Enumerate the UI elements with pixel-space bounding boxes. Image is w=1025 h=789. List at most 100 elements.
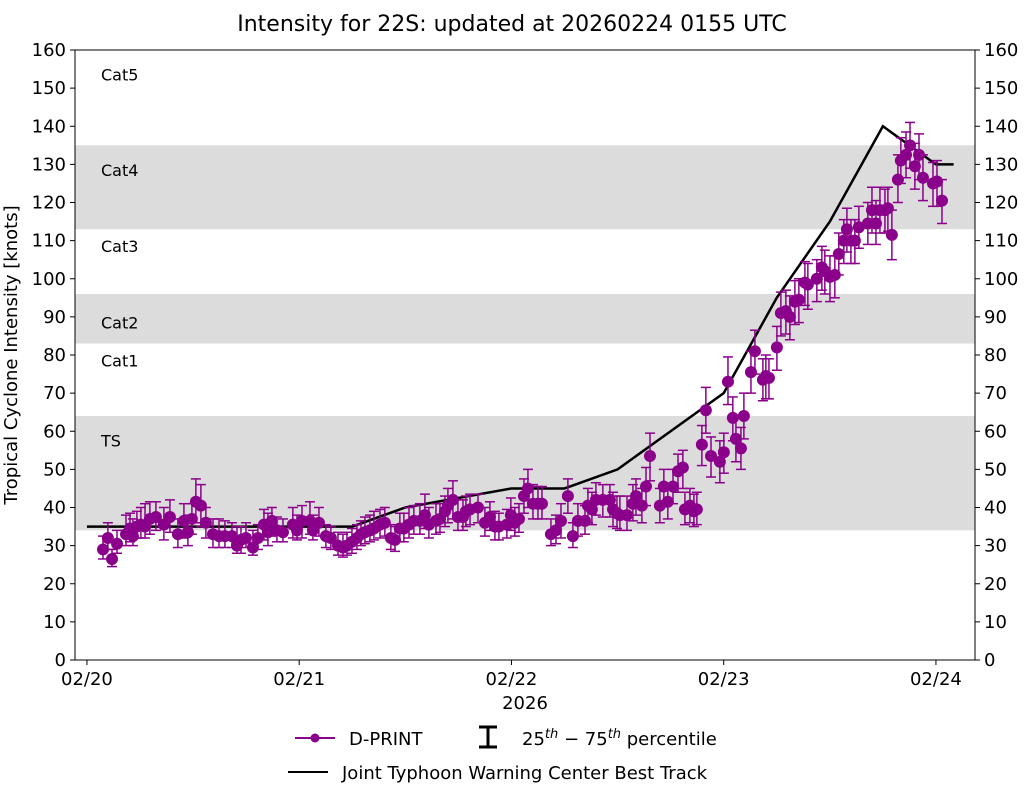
dprint-point (848, 234, 861, 247)
dprint-point (566, 530, 579, 543)
dprint-point (261, 526, 274, 539)
dprint-point (163, 511, 176, 524)
x-tick-label: 02/23 (698, 669, 750, 690)
dprint-point (721, 375, 734, 388)
band-cat4 (75, 145, 975, 230)
y-tick-label-left: 80 (43, 345, 66, 366)
dprint-point (521, 482, 534, 495)
dprint-point (620, 509, 633, 522)
dprint-point (783, 310, 796, 323)
y-tick-label-left: 120 (32, 193, 66, 214)
dprint-point (105, 552, 118, 565)
dprint-point (699, 404, 712, 417)
dprint-point (840, 223, 853, 236)
dprint-point (912, 148, 925, 161)
dprint-point (729, 432, 742, 445)
dprint-point (239, 532, 252, 544)
y-tick-label-left: 140 (32, 116, 66, 137)
dprint-point (101, 532, 114, 544)
y-tick-label-right: 90 (984, 307, 1007, 328)
dprint-point (695, 438, 708, 451)
dprint-point (312, 516, 325, 529)
dprint-point (810, 272, 823, 285)
y-tick-label-right: 60 (984, 421, 1007, 442)
dprint-point (194, 499, 207, 512)
errorbar-icon (479, 725, 497, 749)
y-tick-label-left: 90 (43, 307, 66, 328)
dprint-point (690, 503, 703, 516)
y-tick-label-right: 40 (984, 498, 1007, 519)
x-tick-label: 02/21 (273, 669, 325, 690)
x-axis-label: 2026 (502, 693, 548, 714)
dprint-point (181, 526, 194, 539)
dprint-point (635, 499, 648, 512)
y-tick-label-right: 70 (984, 383, 1007, 404)
dprint-point (629, 490, 642, 503)
dprint-point (705, 450, 718, 463)
y-tick-label-left: 100 (32, 269, 66, 290)
y-tick-label-right: 10 (984, 612, 1007, 633)
x-tick-label: 02/20 (61, 669, 113, 690)
dprint-point (828, 268, 841, 281)
dprint-point (661, 495, 674, 508)
dprint-point (900, 148, 913, 161)
y-tick-label-right: 140 (984, 116, 1018, 137)
dprint-point (246, 541, 259, 554)
dprint-point (471, 501, 484, 514)
dprint-point (561, 490, 574, 503)
y-tick-label-right: 30 (984, 536, 1007, 557)
dprint-point (97, 543, 110, 556)
plot-frame (74, 49, 976, 661)
dprint-point (640, 480, 653, 493)
dprint-point (935, 194, 948, 207)
dprint-point (744, 366, 757, 379)
legend-best-track-label: Joint Typhoon Warning Center Best Track (341, 763, 708, 784)
dprint-point (881, 202, 894, 215)
band-label-cat4: Cat4 (101, 161, 138, 180)
band-label-cat3: Cat3 (101, 237, 138, 256)
y-tick-label-right: 110 (984, 231, 1018, 252)
dprint-point (903, 139, 916, 152)
dprint-point (603, 493, 616, 506)
dprint-point (111, 537, 124, 550)
dprint-point (801, 278, 814, 291)
y-tick-label-left: 150 (32, 78, 66, 99)
dprint-point (666, 480, 679, 493)
dprint-point (657, 480, 670, 493)
y-tick-label-right: 120 (984, 193, 1018, 214)
dprint-point (388, 533, 401, 546)
dprint-point (290, 524, 303, 537)
dprint-point (885, 228, 898, 241)
dprint-point (171, 528, 184, 541)
y-tick-label-right: 100 (984, 269, 1018, 290)
dprint-point (748, 345, 761, 358)
dprint-point (737, 410, 750, 422)
dprint-point (149, 511, 162, 524)
band-label-cat5: Cat5 (101, 66, 138, 85)
dprint-point (324, 532, 337, 544)
dprint-point (378, 516, 391, 529)
dprint-point (676, 461, 689, 474)
legend: D-PRINT 25th − 75th percentile Joint Typ… (288, 725, 717, 784)
band-ts (75, 416, 975, 531)
y-tick-label-left: 30 (43, 536, 66, 557)
y-tick-label-left: 70 (43, 383, 66, 404)
y-tick-label-left: 20 (43, 574, 66, 595)
dprint-point (483, 511, 496, 524)
dprint-point (916, 171, 929, 184)
dprint-point (265, 514, 278, 527)
dprint-point (734, 442, 747, 455)
dprint-point (717, 446, 730, 459)
y-tick-label-right: 80 (984, 345, 1007, 366)
x-axis-ticks: 02/20 02/21 02/22 02/23 02/24 (61, 660, 962, 690)
dprint-point (908, 160, 921, 173)
y-axis-ticks: 0 0 10 10 20 20 30 30 40 40 50 50 60 60 70 70 80 80 90 90 10… (32, 40, 1019, 671)
legend-dprint-marker (310, 733, 320, 743)
dprint-point (643, 450, 656, 463)
dprint-point (891, 173, 904, 186)
band-label-cat1: Cat1 (101, 351, 138, 370)
y-tick-label-left: 40 (43, 498, 66, 519)
dprint-point (225, 530, 238, 543)
dprint-point (762, 371, 775, 384)
